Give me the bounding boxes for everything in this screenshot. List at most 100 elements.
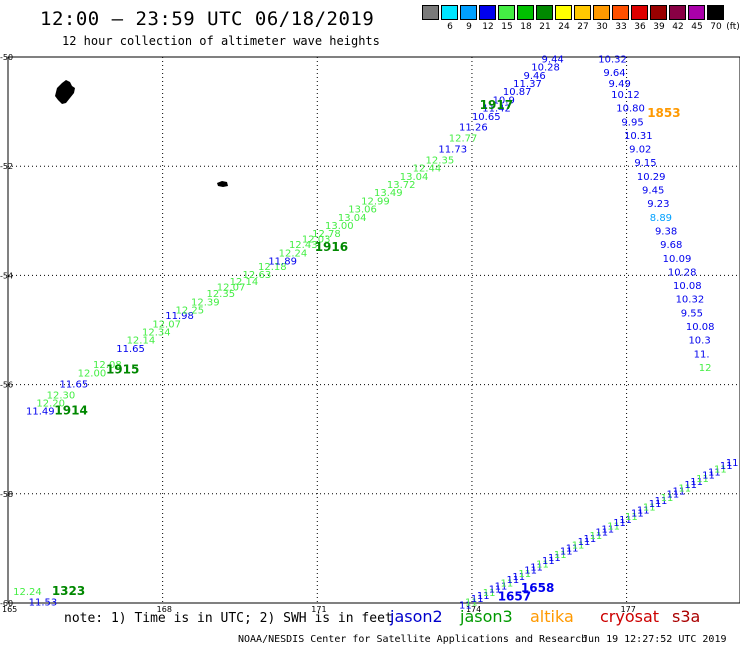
dense-track-lower-right: 1111111111111111111111111111111111111111… [459,458,739,612]
scale-swatch [669,5,686,20]
wave-height-label: 10.9 [493,95,515,106]
dense-track-mark: 11 [501,578,514,589]
legend-jason3: jason3 [460,607,513,626]
wave-height-label: 10.08 [686,322,715,333]
wave-height-label: 12.07 [217,283,246,294]
scale-label: 39 [653,22,665,32]
dense-track-mark: 11 [589,531,602,542]
wave-height-label: 12.03 [302,235,331,246]
wave-height-label: 12.24 [279,248,308,259]
wave-height-label: 12.35 [426,155,455,166]
wave-height-label: 12.35 [206,289,235,300]
wave-height-label: 12.20 [36,398,65,409]
dense-track-mark: 11 [542,556,555,567]
dense-track-mark: 11 [471,594,484,605]
legend-jason2: jason2 [390,607,443,626]
wave-height-label: 11. [694,349,710,360]
wave-height-label: 11.37 [513,79,542,90]
dense-track-mark: 11 [554,550,567,561]
wave-height-label: 12.34 [142,327,171,338]
dense-track-mark: 11 [655,496,668,507]
wave-height-label: 12.30 [47,390,76,401]
wave-height-label: 12.14 [127,336,156,347]
dense-track-mark: 11 [696,474,709,485]
dense-track-mark: 11 [595,528,608,539]
wave-height-label: 9.38 [655,226,677,237]
dense-track-mark: 11 [678,483,691,494]
wave-height-label: 9.02 [629,145,651,156]
wave-height-label: 11.65 [60,379,89,390]
wave-height-label: 9.23 [647,199,669,210]
dense-track-mark: 11 [619,515,632,526]
scale-label: 6 [447,22,453,32]
wave-height-label: 12.14 [230,277,259,288]
lon-tick-label: 165 [2,605,17,614]
wave-height-label: 10.28 [668,267,697,278]
wave-height-label: 10.28 [531,63,560,74]
dense-track-mark: 11 [477,591,490,602]
wave-height-label: 12 [699,363,712,374]
map-frame [7,56,740,604]
lat-tick-label: -54 [0,271,13,280]
wave-height-label: 9.64 [603,68,625,79]
wave-height-label: 12.00 [78,368,107,379]
lat-tick-label: -56 [0,381,13,390]
pass-time-label: 1914 [54,404,87,418]
dense-track-mark: 11 [566,543,579,554]
scale-swatch [479,5,496,20]
scale-swatch [574,5,591,20]
scale-swatch [422,5,439,20]
dense-track-mark: 11 [720,461,733,472]
dense-track-mark: 11 [548,553,561,564]
dense-track-mark: 11 [495,581,508,592]
lon-tick-label: 177 [621,605,636,614]
dense-track-mark: 11 [465,597,478,608]
wave-height-label: 10.32 [598,54,627,65]
wave-height-label: 9.46 [523,71,545,82]
dense-track-mark: 11 [459,600,472,611]
wave-height-label: 10.31 [624,131,653,142]
wave-height-label: 10.87 [503,87,532,98]
pass-time-label: 1915 [106,363,139,377]
generated-timestamp: Jun 19 12:27:52 UTC 2019 [582,634,727,645]
dense-track-mark: 11 [518,569,531,580]
wave-height-label: 8.89 [650,213,672,224]
wave-height-label: 11.89 [268,256,297,267]
scale-swatch [612,5,629,20]
wave-height-label: 10.80 [616,104,645,115]
wave-height-label: 13.00 [325,221,354,232]
dense-track-mark: 11 [714,464,727,475]
scale-swatch [517,5,534,20]
wave-height-label: 10.09 [663,254,692,265]
wave-height-label: 11.49 [26,407,55,418]
dense-track-mark: 11 [649,499,662,510]
dense-track-mark: 11 [512,572,525,583]
scale-label: 45 [691,22,703,32]
wave-height-label: 13.49 [374,188,403,199]
lat-tick-label: -58 [0,490,13,499]
scale-swatch [593,5,610,20]
wave-height-label: 13.04 [338,213,367,224]
footer-note: note: 1) Time is in UTC; 2) SWH is in fe… [64,611,393,626]
graticule [8,57,740,603]
wave-height-label: 11.65 [116,344,145,355]
wave-height-observations: 11.4912.2012.3011.6512.0012.0811.6512.14… [13,54,714,608]
wave-height-label: 9.49 [609,79,631,90]
wave-height-label: 12.07 [152,319,181,330]
wave-height-label: 9.15 [634,158,656,169]
pass-time-label: 1658 [521,581,554,595]
scale-label: 15 [501,22,513,32]
scale-swatch [631,5,648,20]
lat-tick-label: -60 [0,599,13,608]
scale-swatch [536,5,553,20]
dense-track-mark: 11 [601,524,614,535]
dense-track-mark: 11 [684,480,697,491]
legend-cryosat: cryosat [600,607,660,626]
scale-swatch [650,5,667,20]
dense-track-mark: 11 [483,588,496,599]
wave-height-label: 12.24 [13,587,42,598]
wave-height-label: 12.39 [191,297,220,308]
scale-label: 12 [482,22,494,32]
wave-height-label: 10.32 [676,295,705,306]
